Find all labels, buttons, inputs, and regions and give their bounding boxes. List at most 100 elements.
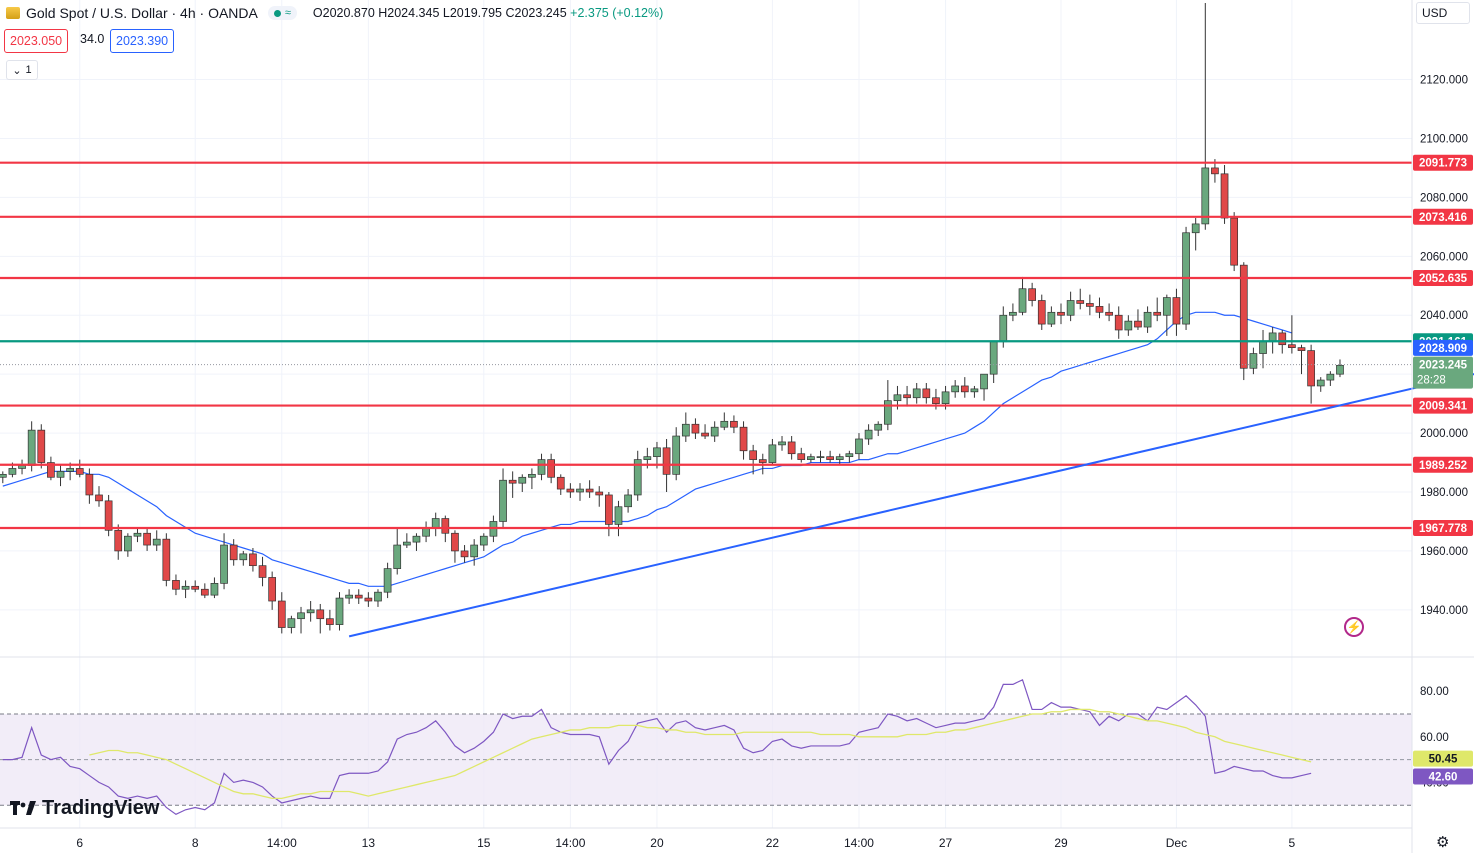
bullish-candle <box>8 468 17 475</box>
ohlc-readout: O2020.870 H2024.345 L2019.795 C2023.245 … <box>313 6 663 20</box>
rsi-value-tag-bg <box>1413 768 1473 785</box>
bearish-candle <box>701 432 709 437</box>
bullish-candle <box>66 468 74 472</box>
ma-price-tag-bg <box>1413 339 1473 356</box>
resistance-3-tag: 2052.635 <box>1419 273 1468 285</box>
bullish-candle <box>845 453 854 458</box>
bearish-candle <box>1153 311 1162 316</box>
bullish-candle <box>1249 353 1258 369</box>
bullish-candle <box>345 594 353 599</box>
bullish-candle <box>499 479 507 522</box>
bullish-candle <box>1259 341 1267 354</box>
indicator-count: 1 <box>25 64 32 76</box>
bearish-candle <box>1134 320 1142 328</box>
bearish-candle <box>730 420 738 428</box>
bearish-candle <box>960 385 969 393</box>
bullish-candle <box>835 456 844 460</box>
price-tick-label: 1960.000 <box>1420 546 1468 558</box>
bearish-candle <box>556 476 565 490</box>
support-2-tag-bg <box>1413 456 1473 473</box>
support-2-tag: 1989.252 <box>1419 460 1467 472</box>
bullish-candle <box>980 373 988 390</box>
ma-price-tag: 2028.909 <box>1419 343 1467 355</box>
time-tick-label: 29 <box>1054 836 1068 850</box>
open-value: O2020.870 <box>312 6 375 20</box>
bullish-candle <box>374 591 382 602</box>
bearish-candle <box>191 585 200 590</box>
bullish-candle <box>970 388 979 393</box>
last-price-tag: 2023.245 <box>1419 360 1468 372</box>
bearish-candle <box>749 450 758 460</box>
bearish-candle <box>1057 311 1065 316</box>
bullish-candle <box>528 473 536 478</box>
bearish-candle <box>1076 300 1085 304</box>
buy-button[interactable]: 2023.390 <box>110 29 175 53</box>
settings-gear-icon[interactable]: ⚙ <box>1436 834 1450 851</box>
time-tick-label: 20 <box>650 836 664 850</box>
bearish-candle <box>1105 311 1113 316</box>
bearish-candle <box>104 500 113 531</box>
bearish-candle <box>162 538 171 581</box>
bullish-candle <box>883 400 892 425</box>
bullish-candle <box>807 456 815 460</box>
bearish-candle <box>1288 344 1296 349</box>
low-value: L2019.795 <box>442 6 502 20</box>
moving-average-line <box>2 311 1293 587</box>
rsi-ma-line <box>89 708 1312 800</box>
price-tick-label: 2120.000 <box>1420 75 1468 87</box>
bearish-candle <box>200 588 209 596</box>
bearish-candle <box>1239 264 1248 369</box>
bearish-candle <box>739 426 748 452</box>
bullish-candle <box>518 476 527 484</box>
symbol-title[interactable]: Gold Spot / U.S. Dollar · 4h · OANDA <box>26 5 258 21</box>
price-tick-label: 1940.000 <box>1420 605 1468 617</box>
bullish-candle <box>27 429 36 466</box>
bearish-candle <box>460 550 469 558</box>
bullish-candle <box>672 435 681 475</box>
bullish-candle <box>297 612 305 620</box>
rsi-tick-label: 80.00 <box>1420 686 1449 698</box>
bearish-candle <box>1297 347 1306 351</box>
bullish-candle <box>893 394 902 402</box>
bullish-candle <box>287 618 296 628</box>
resistance-2-tag-bg <box>1413 208 1473 225</box>
tradingview-logo[interactable]: TradingView <box>10 797 159 820</box>
bullish-candle <box>431 518 440 528</box>
bullish-candle <box>412 535 421 543</box>
sell-button[interactable]: 2023.050 <box>4 29 69 53</box>
spread-value: 34.0 <box>80 32 105 46</box>
ascending-trendline <box>348 373 1474 638</box>
indicator-collapse-button[interactable]: ⌄ 1 <box>6 60 38 80</box>
bearish-candle <box>922 388 931 399</box>
market-status[interactable]: ≈ <box>267 6 297 20</box>
resistance-1-tag-bg <box>1413 154 1473 171</box>
bullish-candle <box>18 465 26 469</box>
flash-alert-icon[interactable]: ⚡ <box>1344 617 1364 637</box>
bullish-candle <box>1124 320 1133 331</box>
bearish-candle <box>691 423 700 434</box>
bullish-candle <box>653 447 661 458</box>
time-tick-label: 6 <box>76 836 83 850</box>
bullish-candle <box>1326 373 1335 381</box>
bullish-candle <box>1162 297 1171 316</box>
support-1-tag-bg <box>1413 397 1473 414</box>
bearish-candle <box>787 441 796 455</box>
price-tick-label: 2000.000 <box>1420 428 1468 440</box>
bullish-candle <box>124 535 132 552</box>
bearish-candle <box>1307 350 1315 387</box>
bullish-candle <box>1201 167 1210 225</box>
time-tick-label: 27 <box>939 836 953 850</box>
bullish-candle <box>1143 311 1152 328</box>
rsi-tick-label: 60.00 <box>1420 732 1449 744</box>
bearish-candle <box>95 494 103 502</box>
close-value: C2023.245 <box>505 6 567 20</box>
bullish-candle <box>816 456 825 459</box>
tv-logo-icon <box>10 800 36 815</box>
currency-selector[interactable]: USD <box>1416 2 1470 24</box>
bearish-candle <box>1037 300 1046 325</box>
bullish-candle <box>643 456 652 460</box>
change-value: +2.375 (+0.12%) <box>570 6 664 20</box>
bearish-candle <box>326 618 334 625</box>
bearish-candle <box>662 447 671 475</box>
